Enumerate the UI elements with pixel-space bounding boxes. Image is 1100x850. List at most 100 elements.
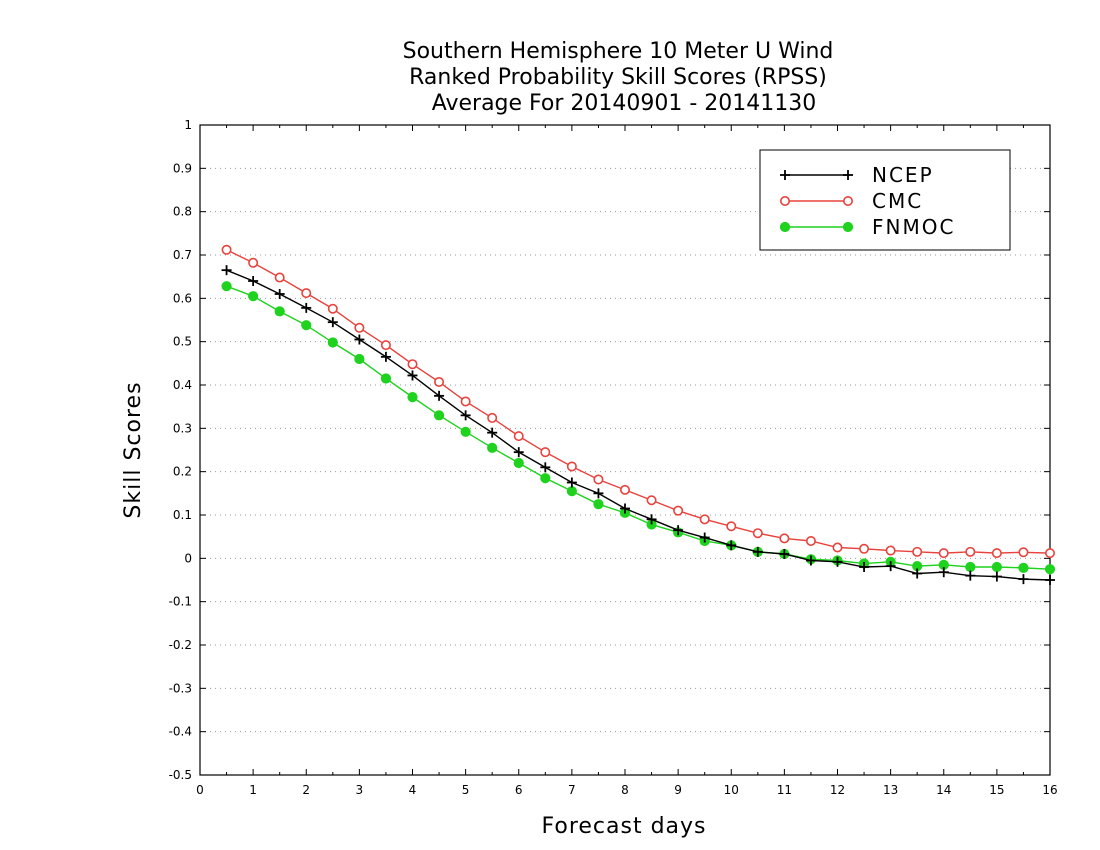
data-point-ncep (301, 302, 312, 313)
legend-marker-start (780, 170, 790, 180)
y-tick-label: 0 (184, 551, 192, 565)
data-point-fnmoc (566, 486, 577, 497)
y-tick-label: -0.1 (169, 595, 192, 609)
y-tick-label: 0.3 (173, 421, 192, 435)
data-point-cmc (540, 447, 551, 458)
legend-item-fnmoc: FNMOC (779, 215, 955, 239)
y-axis-ticks: 1 0.9 0.8 0.7 0.6 0.5 0.4 0.3 0.2 0.1 0 -0.1 -0.2 -0.… (169, 118, 1050, 782)
legend-marker-start (779, 196, 790, 207)
data-point-fnmoc (327, 337, 338, 348)
x-tick-label: 1 (249, 783, 257, 797)
data-point-ncep (274, 289, 285, 299)
data-point-ncep (832, 556, 843, 567)
y-axis-label: Skill Scores (121, 381, 146, 518)
data-point-ncep (566, 477, 577, 488)
data-point-cmc (991, 548, 1002, 559)
y-tick-label: 0.1 (173, 508, 192, 522)
data-point-cmc (513, 431, 524, 442)
data-point-ncep (593, 488, 604, 499)
data-point-cmc (354, 322, 365, 333)
data-point-cmc (221, 244, 232, 255)
data-point-ncep (699, 532, 710, 543)
x-tick-label: 6 (515, 783, 523, 797)
legend-marker-start (779, 221, 791, 233)
data-point-ncep (221, 265, 232, 276)
data-point-cmc (779, 533, 790, 544)
data-point-ncep (779, 549, 790, 559)
y-tick-label: -0.3 (169, 681, 192, 695)
x-tick-label: 12 (830, 783, 845, 797)
legend-item-ncep: NCEP (780, 163, 934, 187)
data-point-ncep (991, 571, 1002, 582)
data-point-ncep (726, 540, 737, 551)
data-point-cmc (327, 303, 338, 314)
x-tick-label: 14 (936, 783, 951, 797)
data-point-cmc (248, 257, 259, 268)
y-tick-label: -0.2 (169, 638, 192, 652)
x-tick-label: 11 (777, 783, 792, 797)
data-point-fnmoc (487, 442, 498, 453)
x-tick-label: 16 (1042, 783, 1057, 797)
data-point-cmc (646, 495, 657, 506)
legend-label-ncep: NCEP (872, 163, 934, 187)
y-tick-label: 0.6 (173, 291, 192, 305)
data-point-cmc (673, 505, 684, 516)
data-point-ncep (912, 568, 923, 579)
chart-title-line-1: Southern Hemisphere 10 Meter U Wind (403, 39, 834, 64)
data-point-ncep (540, 462, 551, 473)
data-point-fnmoc (407, 392, 418, 403)
series-cmc (221, 244, 1056, 559)
data-point-fnmoc (513, 457, 524, 469)
x-tick-label: 15 (989, 783, 1004, 797)
series-line-fnmoc (226, 285, 1051, 570)
data-point-fnmoc (540, 473, 551, 484)
chart-title: Southern Hemisphere 10 Meter U Wind Rank… (403, 39, 834, 116)
legend-marker-end (842, 196, 853, 207)
data-point-fnmoc (354, 353, 365, 365)
data-point-ncep (407, 370, 418, 381)
data-point-cmc (434, 376, 445, 387)
x-tick-label: 10 (724, 783, 739, 797)
y-tick-label: 0.2 (173, 465, 192, 479)
data-point-cmc (274, 272, 285, 283)
data-point-cmc (699, 514, 710, 525)
data-point-ncep (1045, 575, 1055, 585)
y-tick-label: 0.5 (173, 335, 192, 349)
data-point-cmc (593, 474, 604, 485)
data-point-cmc (912, 546, 923, 557)
data-point-fnmoc (274, 306, 285, 317)
data-point-cmc (726, 521, 737, 532)
x-axis-label: Forecast days (541, 814, 706, 839)
data-point-ncep (646, 514, 657, 525)
data-point-fnmoc (460, 426, 471, 437)
data-point-cmc (487, 412, 498, 423)
y-tick-label: -0.4 (169, 725, 192, 739)
legend-label-cmc: CMC (872, 189, 923, 213)
data-point-ncep (487, 427, 498, 438)
legend-label-fnmoc: FNMOC (872, 215, 955, 239)
x-tick-label: 2 (302, 783, 310, 797)
legend-item-cmc: CMC (779, 189, 923, 213)
data-point-cmc (805, 535, 816, 546)
data-point-cmc (965, 546, 976, 557)
y-tick-label: 0.4 (173, 378, 192, 392)
data-point-ncep (354, 334, 365, 345)
data-point-fnmoc (991, 561, 1002, 573)
data-point-cmc (407, 359, 418, 370)
data-point-fnmoc (1018, 562, 1029, 573)
series-line-cmc (226, 249, 1051, 554)
x-tick-label: 5 (462, 783, 470, 797)
y-tick-label: 0.7 (173, 248, 192, 262)
series-ncep (221, 265, 1055, 585)
data-point-ncep (752, 546, 763, 557)
data-point-ncep (1018, 574, 1029, 585)
data-point-ncep (513, 447, 524, 458)
data-point-cmc (566, 461, 577, 472)
legend-box (759, 149, 1011, 251)
data-point-fnmoc (593, 499, 604, 510)
data-point-cmc (938, 548, 949, 559)
data-point-cmc (885, 545, 896, 556)
data-series (221, 244, 1056, 585)
data-point-ncep (460, 410, 471, 421)
